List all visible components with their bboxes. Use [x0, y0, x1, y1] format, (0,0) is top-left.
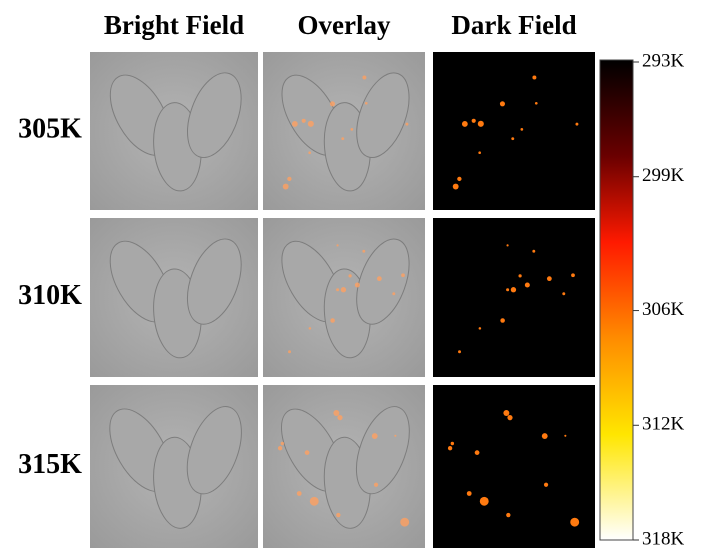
fluorescent-spot [287, 177, 291, 181]
colorbar-tick-label: 299K [642, 165, 685, 186]
fluorescent-spot [511, 287, 516, 292]
fluorescent-spot [278, 446, 282, 450]
fluorescent-spot [330, 318, 335, 323]
fluorescent-spot [362, 75, 366, 79]
fluorescent-spot [532, 250, 535, 253]
fluorescent-spot [478, 121, 484, 127]
fluorescent-spot [532, 75, 536, 79]
fluorescent-spot [462, 121, 468, 127]
fluorescent-spot [281, 442, 284, 445]
fluorescent-spot [506, 288, 509, 291]
figure: Bright Field Overlay Dark Field 305K 310K 315… [0, 0, 713, 553]
fluorescent-spot [310, 497, 319, 506]
colorbar-tick-label: 306K [642, 299, 685, 320]
fluorescent-spot [400, 518, 409, 527]
fluorescent-spot [337, 415, 342, 420]
fluorescent-spot [365, 102, 368, 105]
fluorescent-spot [348, 274, 351, 277]
fluorescent-spot [372, 433, 378, 439]
fluorescent-spot [500, 101, 505, 106]
fluorescent-spot [448, 446, 452, 450]
fluorescent-spot [478, 151, 481, 154]
fluorescent-spot [333, 410, 339, 416]
row-label: 310K [18, 280, 82, 311]
fluorescent-spot [570, 518, 579, 527]
fluorescent-spot [518, 274, 521, 277]
fluorescent-spot [336, 244, 338, 246]
fluorescent-spot [336, 513, 340, 517]
fluorescent-spot [451, 442, 454, 445]
fluorescent-spot [305, 450, 310, 455]
column-title: Overlay [298, 10, 391, 40]
colorbar [600, 60, 633, 540]
fluorescent-spot [562, 292, 565, 295]
fluorescent-spot [350, 128, 353, 131]
fluorescent-spot [302, 119, 306, 123]
fluorescent-spot [472, 119, 476, 123]
fluorescent-spot [374, 483, 378, 487]
fluorescent-spot [355, 282, 360, 287]
column-title: Dark Field [451, 10, 576, 40]
fluorescent-spot [575, 123, 578, 126]
fluorescent-spot [377, 276, 382, 281]
fluorescent-spot [500, 318, 505, 323]
fluorescent-spot [511, 137, 514, 140]
column-title: Bright Field [104, 10, 244, 40]
image-panel [433, 218, 595, 377]
colorbar-tick-label: 293K [642, 50, 685, 71]
fluorescent-spot [309, 327, 312, 330]
fluorescent-spot [405, 123, 408, 126]
fluorescent-spot [297, 491, 302, 496]
row-label: 305K [18, 113, 82, 144]
fluorescent-spot [564, 435, 566, 437]
fluorescent-spot [308, 121, 314, 127]
fluorescent-spot [292, 121, 298, 127]
fluorescent-spot [336, 288, 339, 291]
fluorescent-spot [535, 102, 538, 105]
fluorescent-spot [457, 177, 461, 181]
fluorescent-spot [542, 433, 548, 439]
fluorescent-spot [341, 137, 344, 140]
fluorescent-spot [308, 151, 311, 154]
fluorescent-spot [453, 184, 459, 190]
fluorescent-spot [506, 244, 508, 246]
fluorescent-spot [330, 101, 335, 106]
fluorescent-spot [503, 410, 509, 416]
fluorescent-spot [506, 513, 510, 517]
fluorescent-spot [467, 491, 472, 496]
fluorescent-spot [480, 497, 489, 506]
fluorescent-spot [571, 273, 575, 277]
fluorescent-spot [362, 250, 365, 253]
fluorescent-spot [479, 327, 482, 330]
fluorescent-spot [544, 483, 548, 487]
fluorescent-spot [458, 350, 461, 353]
fluorescent-spot [507, 415, 512, 420]
fluorescent-spot [341, 287, 346, 292]
fluorescent-spot [520, 128, 523, 131]
fluorescent-spot [288, 350, 291, 353]
fluorescent-spot [283, 184, 289, 190]
colorbar-tick-label: 318K [642, 528, 685, 549]
fluorescent-spot [547, 276, 552, 281]
fluorescent-spot [525, 282, 530, 287]
fluorescent-spot [394, 435, 396, 437]
fluorescent-spot [401, 273, 405, 277]
row-label: 315K [18, 449, 82, 480]
fluorescent-spot [392, 292, 395, 295]
fluorescent-spot [475, 450, 480, 455]
colorbar-tick-label: 312K [642, 414, 685, 435]
